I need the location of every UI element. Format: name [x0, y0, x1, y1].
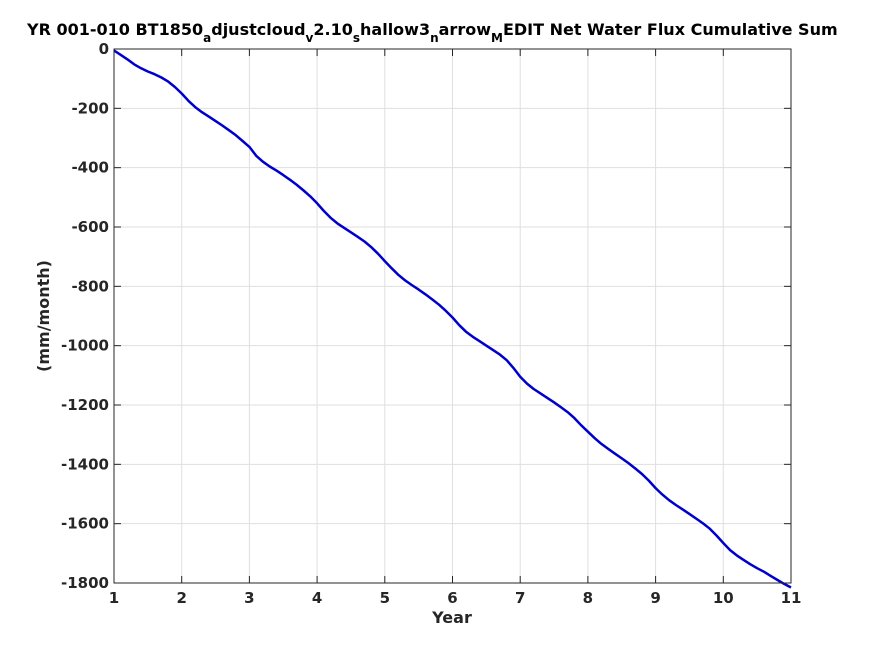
title-segment: YR 001-010 BT1850 [26, 20, 203, 39]
y-tick-label: -1600 [61, 515, 109, 533]
title-segment: arrow [439, 20, 492, 39]
y-tick-label: -200 [71, 99, 109, 117]
x-tick-label: 9 [650, 589, 660, 607]
x-tick-label: 1 [109, 589, 119, 607]
x-tick-label: 3 [244, 589, 254, 607]
x-tick-label: 11 [781, 589, 802, 607]
y-tick-label: -400 [71, 159, 109, 177]
title-subscript: a [203, 31, 211, 45]
x-tick-label: 7 [515, 589, 525, 607]
y-tick-label: -1800 [61, 574, 109, 592]
y-tick-label: -1200 [61, 396, 109, 414]
x-axis-label: Year [431, 608, 472, 627]
plot-area [113, 48, 792, 589]
title-subscript: M [491, 31, 503, 45]
title-subscript: v [306, 31, 314, 45]
y-tick-label: -800 [71, 277, 109, 295]
x-tick-label: 4 [312, 589, 322, 607]
title-segment: djustcloud [211, 20, 305, 39]
x-tick-label: 6 [447, 589, 457, 607]
title-subscript: s [353, 31, 360, 45]
title-segment: hallow3 [360, 20, 430, 39]
y-tick-label: -600 [71, 218, 109, 236]
title-segment: 2.10 [313, 20, 352, 39]
x-tick-label: 5 [380, 589, 390, 607]
y-axis-label: (mm/month) [34, 260, 53, 372]
title-subscript: n [430, 31, 439, 45]
y-tick-labels: 0 -200 -400 -600 -800 -1000 -1200 -1400 -1600 -18… [61, 40, 109, 592]
title-segment: EDIT Net Water Flux Cumulative Sum [503, 20, 838, 39]
y-tick-label: -1000 [61, 337, 109, 355]
x-tick-label: 2 [176, 589, 186, 607]
tick-marks [113, 48, 792, 584]
x-tick-labels: 1 2 3 4 5 6 7 8 9 10 11 [109, 589, 802, 607]
x-tick-label: 10 [713, 589, 734, 607]
series-line [113, 49, 792, 589]
series-layer [113, 49, 792, 589]
chart-title: YR 001-010 BT1850adjustcloudv2.10shallow… [26, 20, 838, 45]
y-tick-label: 0 [99, 40, 109, 58]
y-tick-label: -1400 [61, 455, 109, 473]
x-tick-label: 8 [583, 589, 593, 607]
